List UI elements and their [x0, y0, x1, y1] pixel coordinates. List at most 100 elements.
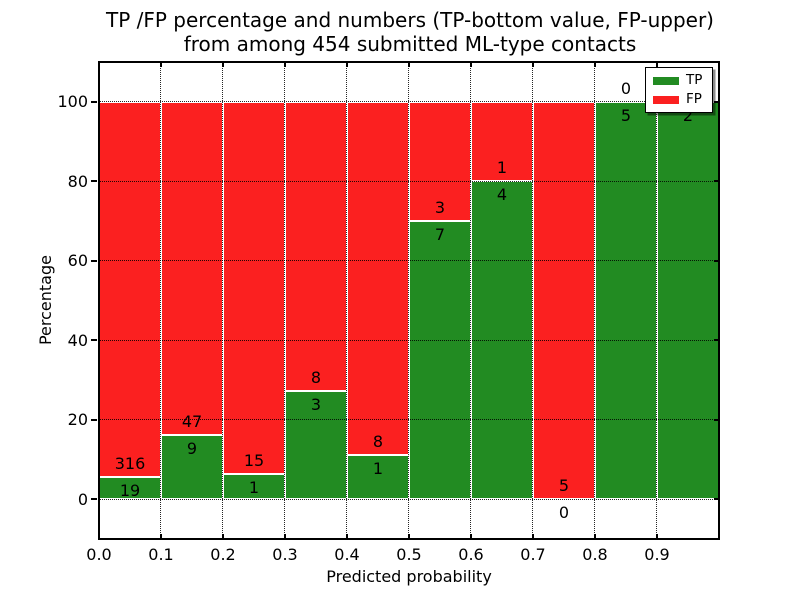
x-tick-mark: [346, 534, 348, 539]
x-tick-label: 0.9: [644, 545, 670, 564]
y-tick-mark: [91, 339, 97, 342]
chart-title-line2: from among 454 submitted ML-type contact…: [183, 32, 637, 56]
x-tick-mark: [470, 62, 472, 67]
bar-segment-fp: [533, 101, 595, 500]
x-tick-label: 0.8: [582, 545, 608, 564]
tp-count-label: 19: [119, 480, 141, 500]
tp-count-label: 9: [186, 439, 198, 459]
bar-segment-fp: [161, 101, 223, 436]
fp-count-label: 5: [558, 476, 570, 496]
gridline-vertical: [656, 62, 658, 539]
x-tick-label: 0.1: [148, 545, 174, 564]
y-tick-mark: [714, 498, 719, 501]
x-tick-label: 0.6: [458, 545, 484, 564]
tp-count-label: 5: [620, 105, 632, 125]
x-tick-mark: [346, 62, 348, 67]
x-tick-label: 0.7: [520, 545, 546, 564]
x-tick-label: 0.0: [86, 545, 112, 564]
y-axis-label: Percentage: [36, 255, 55, 346]
x-tick-mark: [222, 62, 224, 67]
legend: TP FP: [645, 67, 713, 113]
bar-segment-tp: [657, 101, 719, 500]
x-tick-mark: [532, 62, 534, 67]
fp-count-label: 316: [114, 453, 146, 473]
fp-count-label: 0: [620, 78, 632, 98]
x-tick-mark: [222, 534, 224, 539]
bar-segment-tp: [161, 435, 223, 500]
x-tick-mark: [656, 534, 658, 539]
gridline-vertical: [222, 62, 224, 539]
plot-area: 3161947915183813714500502: [91, 61, 720, 540]
fp-count-label: 8: [372, 432, 384, 452]
fp-count-label: 15: [243, 451, 265, 471]
x-tick-mark: [160, 534, 162, 539]
y-tick-label: 60: [67, 251, 88, 271]
x-tick-mark: [160, 62, 162, 67]
x-tick-label: 0.4: [334, 545, 360, 564]
gridline-horizontal: [99, 419, 719, 420]
bar-segment-fp: [471, 101, 533, 182]
tp-count-label: 3: [310, 394, 322, 414]
bar-segment-fp: [285, 101, 347, 391]
gridline-horizontal: [99, 260, 719, 261]
x-tick-mark: [470, 534, 472, 539]
y-tick-mark: [714, 418, 719, 421]
x-tick-label: 0.5: [396, 545, 422, 564]
x-tick-mark: [408, 62, 410, 67]
tp-count-label: 1: [372, 459, 384, 479]
gridline-vertical: [470, 62, 472, 539]
legend-label-fp: FP: [686, 91, 702, 107]
y-tick-label: 100: [57, 92, 88, 112]
bar-segment-fp: [409, 101, 471, 221]
x-tick-mark: [532, 534, 534, 539]
gridline-vertical: [160, 62, 162, 539]
x-tick-label: 0.3: [272, 545, 298, 564]
y-tick-label: 80: [67, 171, 88, 191]
y-tick-label: 40: [67, 330, 88, 350]
y-tick-mark: [714, 259, 719, 262]
bar-segment-tp: [285, 390, 347, 500]
tp-count-label: 0: [558, 503, 570, 523]
y-tick-mark: [714, 180, 719, 183]
x-tick-mark: [594, 534, 596, 539]
x-tick-mark: [656, 62, 658, 67]
gridline-horizontal: [99, 101, 719, 102]
x-tick-mark: [284, 62, 286, 67]
gridline-vertical: [532, 62, 534, 539]
gridline-horizontal: [99, 180, 719, 182]
y-tick-label: 0: [77, 489, 88, 509]
legend-swatch-fp-icon: [653, 95, 679, 104]
bar-segment-fp: [347, 101, 409, 456]
y-tick-mark: [91, 100, 97, 103]
fp-count-label: 3: [434, 198, 446, 217]
bar-segment-tp: [409, 221, 471, 500]
y-tick-mark: [714, 100, 719, 103]
x-tick-mark: [284, 534, 286, 539]
y-tick-mark: [714, 339, 719, 342]
gridline-horizontal: [99, 339, 719, 341]
y-tick-mark: [91, 418, 97, 421]
gridline-vertical: [346, 62, 348, 539]
gridline-horizontal: [99, 498, 719, 500]
bar-segment-tp: [347, 455, 409, 500]
y-tick-label: 20: [67, 410, 88, 430]
x-tick-mark: [408, 534, 410, 539]
fp-count-label: 8: [310, 367, 322, 387]
legend-label-tp: TP: [686, 72, 703, 88]
y-tick-mark: [91, 259, 97, 262]
y-tick-mark: [91, 180, 97, 183]
tp-count-label: 2: [682, 105, 694, 125]
gridline-vertical: [284, 62, 286, 539]
legend-item-fp: FP: [653, 91, 705, 107]
chart-title-line1: TP /FP percentage and numbers (TP-bottom…: [106, 8, 714, 32]
gridline-vertical: [594, 62, 596, 539]
tp-count-label: 1: [248, 478, 260, 498]
fp-count-label: 47: [181, 412, 203, 432]
x-tick-label: 0.2: [210, 545, 236, 564]
bar-segment-fp: [99, 101, 161, 477]
legend-item-tp: TP: [653, 72, 705, 88]
fp-count-label: 1: [496, 158, 508, 178]
tp-count-label: 7: [434, 225, 446, 244]
legend-swatch-tp-icon: [653, 76, 679, 85]
x-tick-mark: [594, 62, 596, 67]
